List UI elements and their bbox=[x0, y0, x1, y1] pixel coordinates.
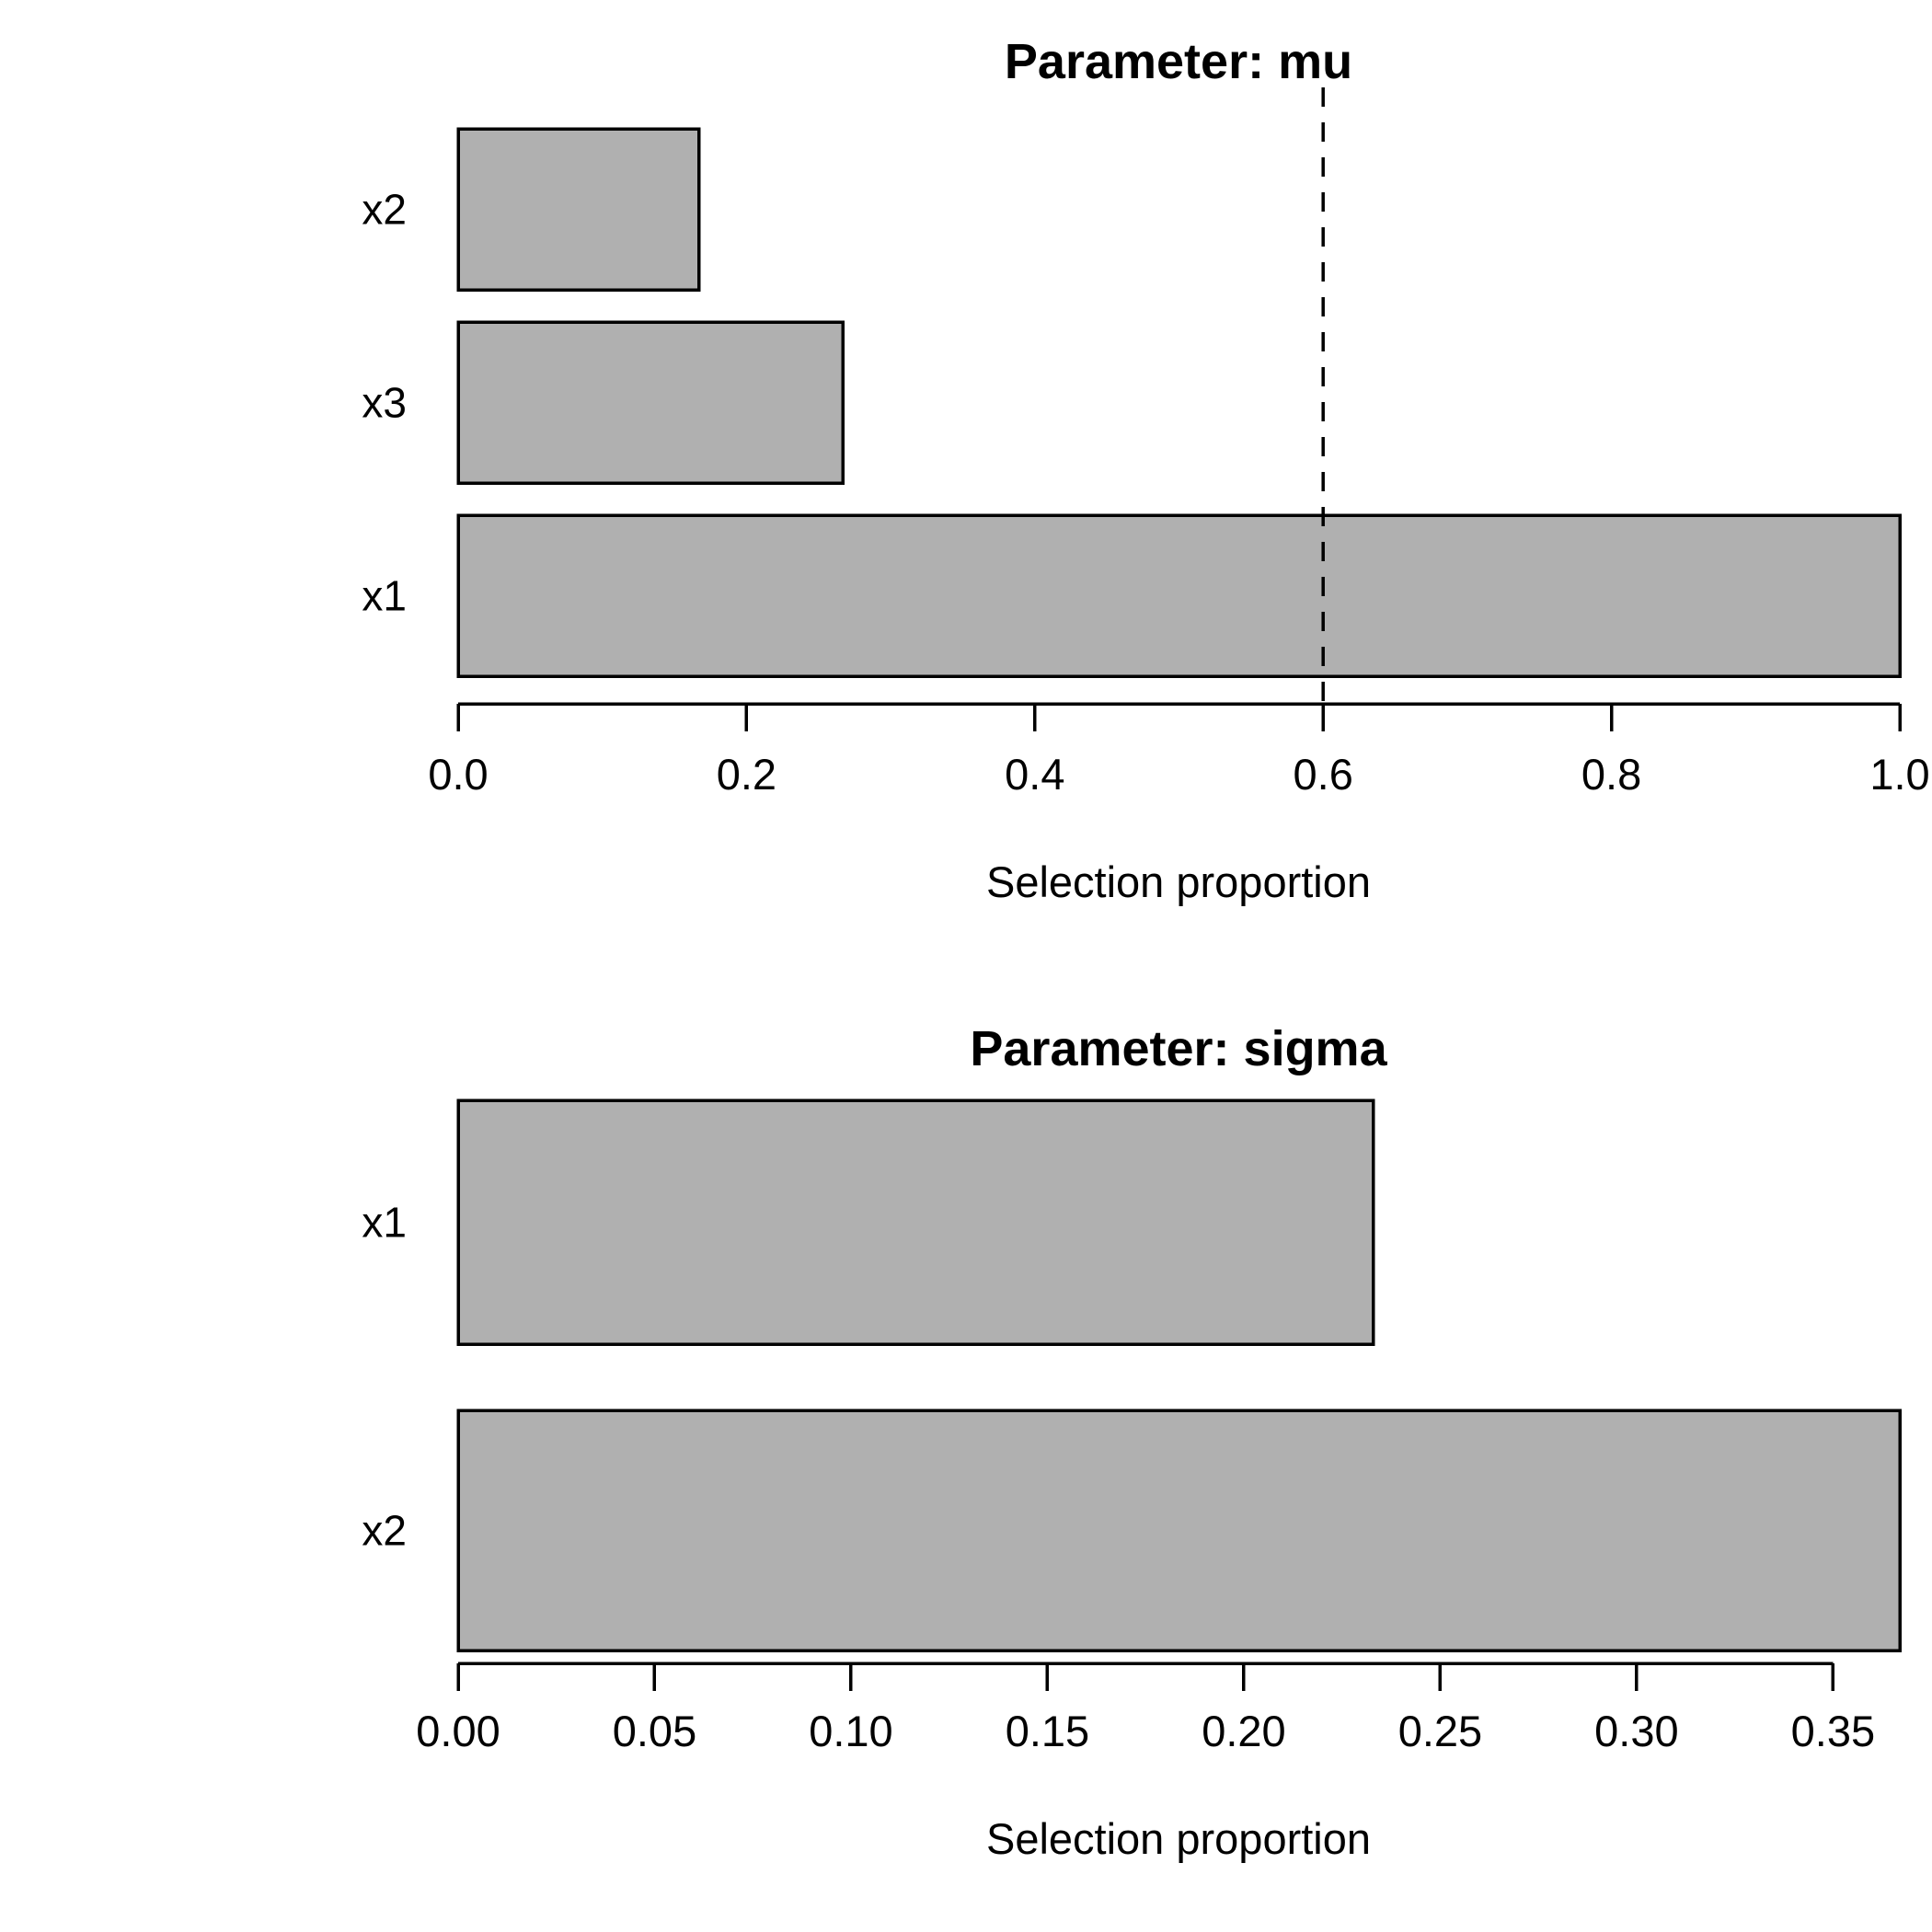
bar-x1 bbox=[456, 513, 1902, 678]
sigma-bar-chart: Parameter: sigma x1 x2 0.00 0.05 0.10 0.15 0.2… bbox=[362, 1021, 1902, 1863]
category-label-x3: x3 bbox=[362, 379, 407, 427]
x-axis-tick-label: 1.0 bbox=[1869, 750, 1929, 799]
x-axis-title-sigma: Selection proportion bbox=[986, 1814, 1371, 1863]
bar-x3 bbox=[456, 320, 845, 485]
category-label-x1: x1 bbox=[362, 1199, 407, 1247]
x-axis-tick-label: 0.8 bbox=[1581, 750, 1641, 799]
category-label-x2: x2 bbox=[362, 1507, 407, 1555]
x-axis-tick-label: 0.6 bbox=[1294, 750, 1353, 799]
x-axis-tick-label: 0.25 bbox=[1398, 1707, 1482, 1755]
x-axis-tick-label: 0.35 bbox=[1791, 1707, 1875, 1755]
bar-x2 bbox=[456, 127, 701, 292]
x-axis-tick-label: 0.10 bbox=[809, 1707, 892, 1755]
x-axis-tick-label: 0.2 bbox=[717, 750, 776, 799]
category-label-x2: x2 bbox=[362, 186, 407, 234]
x-axis-tick-label: 0.05 bbox=[613, 1707, 696, 1755]
bar-x2 bbox=[456, 1409, 1902, 1652]
chart-title-sigma: Parameter: sigma bbox=[970, 1021, 1387, 1076]
x-axis-tick-label: 0.0 bbox=[428, 750, 488, 799]
category-label-x1: x1 bbox=[362, 572, 407, 620]
x-axis-tick-label: 0.20 bbox=[1202, 1707, 1285, 1755]
x-axis-tick-label: 0.15 bbox=[1006, 1707, 1089, 1755]
plot-area: x1 x2 0.00 0.05 0.10 0.15 0.20 0.25 0.30 0.35 bbox=[362, 1098, 1902, 1755]
chart-title-mu: Parameter: mu bbox=[1005, 34, 1352, 89]
x-axis-tick-label: 0.30 bbox=[1594, 1707, 1678, 1755]
x-axis-title-mu: Selection proportion bbox=[986, 857, 1371, 906]
x-axis-tick-label: 0.00 bbox=[416, 1707, 500, 1755]
bar-x1 bbox=[456, 1098, 1375, 1346]
x-axis-tick-label: 0.4 bbox=[1005, 750, 1064, 799]
plot-area: x2 x3 x1 0.0 0.2 0.4 0.6 0.8 1.0 bbox=[362, 87, 1930, 799]
mu-bar-chart: Parameter: mu x2 x3 x1 0.0 0.2 0.4 0.6 0.8 1.0 S… bbox=[362, 34, 1930, 906]
